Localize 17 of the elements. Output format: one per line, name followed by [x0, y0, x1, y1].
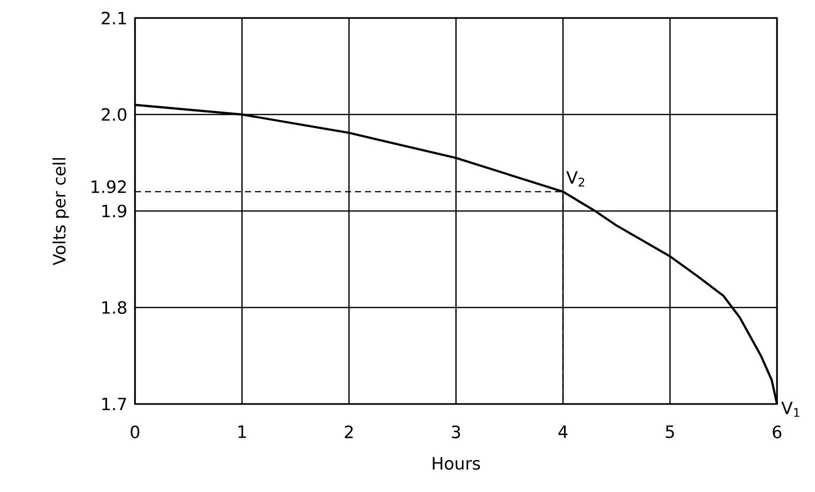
annotation: V$_{1}$ [781, 402, 800, 417]
y-tick-label: 1.8 [102, 301, 126, 314]
annotation: V$_{2}$ [566, 171, 584, 186]
x-tick-label: 5 [666, 426, 674, 438]
x-tick-label: 0 [130, 426, 140, 438]
x-tick-label: 3 [452, 426, 460, 438]
x-axis-title: Hours [432, 457, 480, 470]
y-tick-label: 1.92 [92, 180, 126, 194]
x-tick-label: 1 [238, 426, 246, 438]
x-tick-label: 4 [558, 426, 568, 438]
y-tick-label: 1.7 [102, 398, 126, 410]
y-tick-label: 2.0 [102, 108, 126, 121]
x-tick-label: 6 [772, 426, 782, 438]
y-tick-label: 2.1 [102, 12, 126, 24]
y-tick-label: 1.9 [102, 204, 126, 218]
y-axis-title: Volts per cell [52, 158, 69, 266]
x-tick-label: 2 [344, 426, 353, 438]
